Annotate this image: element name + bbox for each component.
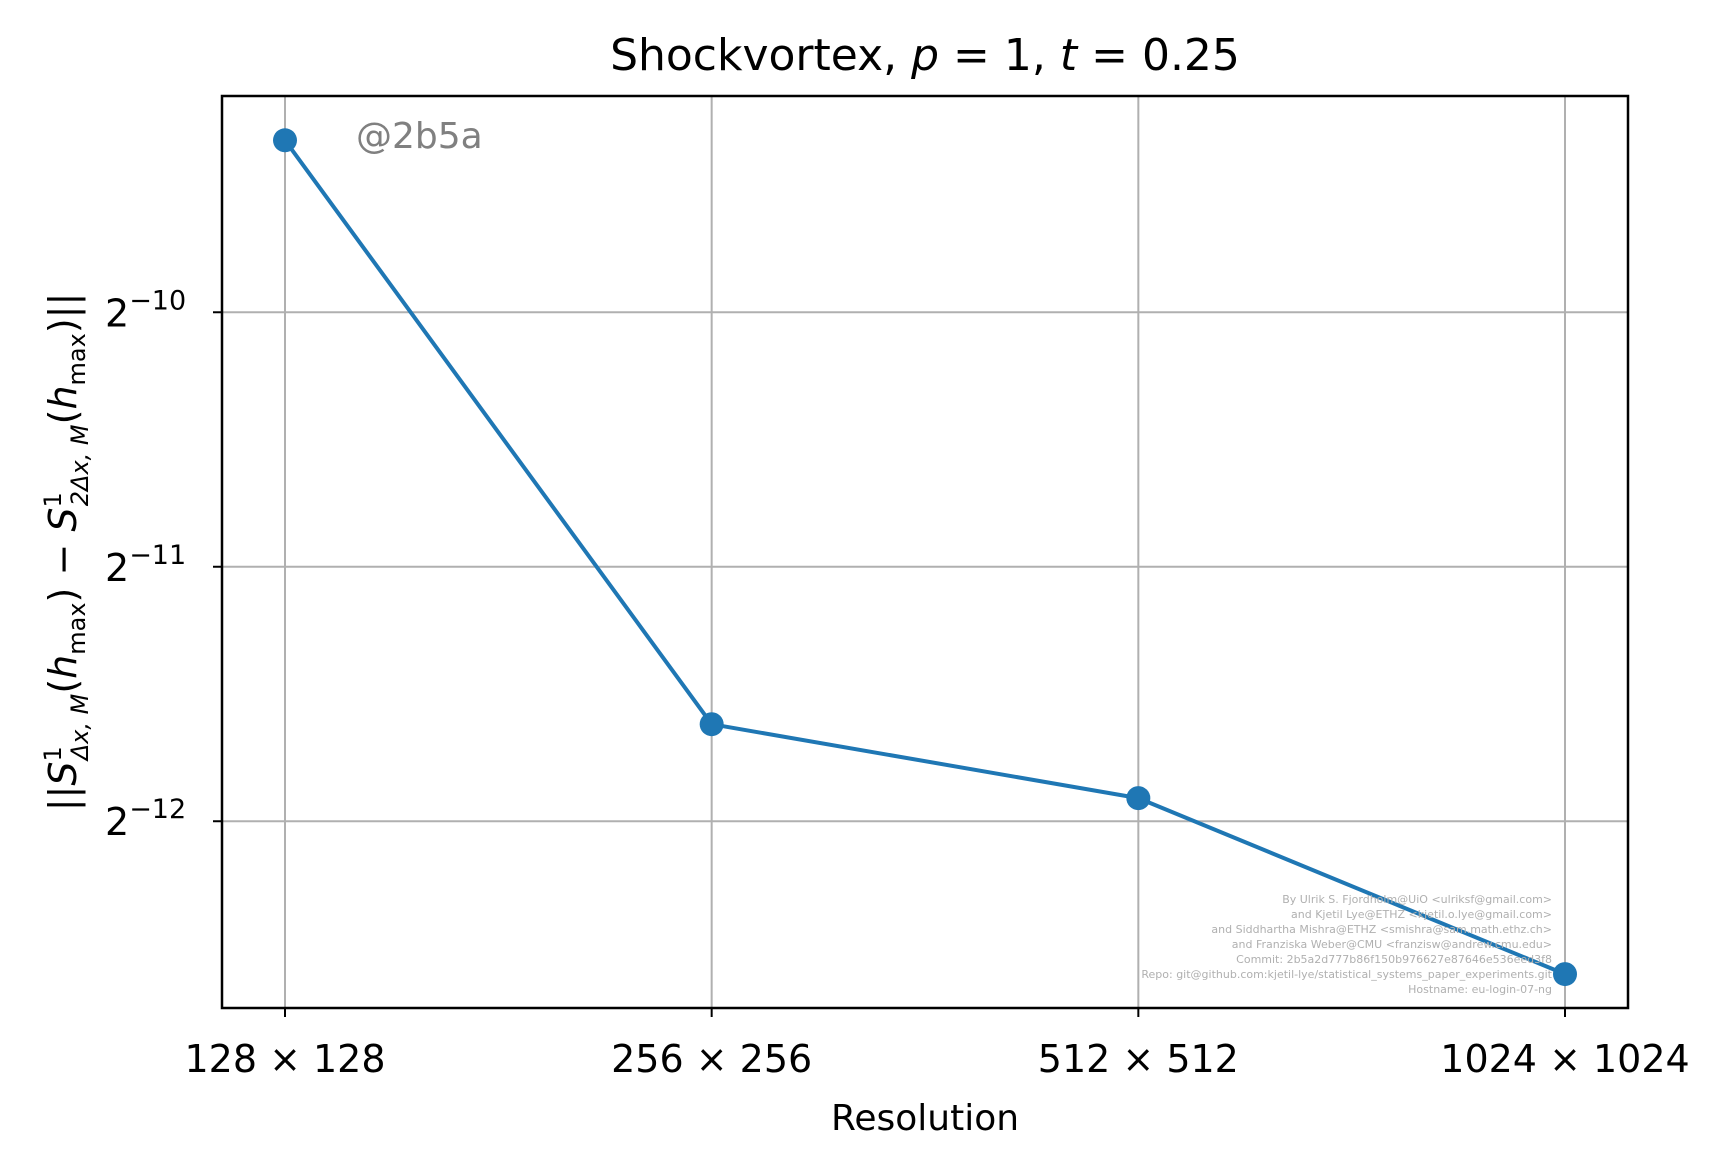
credit-line: Commit: 2b5a2d777b86f150b976627e87646e53…: [1236, 953, 1552, 966]
credit-line: and Kjetil Lye@ETHZ <kjetil.o.lye@gmail.…: [1291, 908, 1552, 921]
commit-annotation: @2b5a: [356, 116, 483, 157]
x-tick-labels: 128 × 128 256 × 256 512 × 512 1024 × 1024: [184, 1037, 1689, 1081]
credit-line: and Siddhartha Mishra@ETHZ <smishra@sam.…: [1211, 923, 1552, 936]
x-tick-label: 128 × 128: [184, 1037, 385, 1081]
credit-line: By Ulrik S. Fjordholm@UiO <ulriksf@gmail…: [1282, 893, 1552, 906]
credits-block: By Ulrik S. Fjordholm@UiO <ulriksf@gmail…: [1141, 893, 1552, 996]
data-point: [1126, 786, 1151, 811]
series-line: [283, 139, 1566, 976]
chart-title: Shockvortex, p = 1, t = 0.25: [610, 30, 1240, 81]
credit-line: Repo: git@github.com:kjetil-lye/statisti…: [1141, 968, 1552, 981]
grid-lines: [222, 96, 1628, 1008]
y-tick-labels: 2−10 2−11 2−12: [105, 285, 186, 844]
x-tick-label: 512 × 512: [1038, 1037, 1239, 1081]
x-axis-label: Resolution: [831, 1098, 1019, 1139]
data-point: [1553, 962, 1577, 987]
y-axis-label: ||S1Δx, M(hmax) − S12Δx, M(hmax)||: [39, 293, 94, 812]
y-tick-label: 2−11: [105, 540, 186, 590]
y-tick-label: 2−10: [105, 285, 186, 335]
credit-line: and Franziska Weber@CMU <franzisw@andrew…: [1232, 938, 1552, 951]
x-tick-label: 1024 × 1024: [1440, 1037, 1689, 1081]
x-tick-label: 256 × 256: [611, 1037, 812, 1081]
plot-frame: [220, 94, 1630, 1010]
data-point: [699, 712, 724, 737]
credit-line: Hostname: eu-login-07-ng: [1408, 983, 1552, 996]
y-tick-label: 2−12: [105, 794, 186, 844]
series-layer: [273, 128, 1577, 987]
data-point: [273, 128, 297, 153]
axis-ticks: [213, 311, 1566, 1017]
